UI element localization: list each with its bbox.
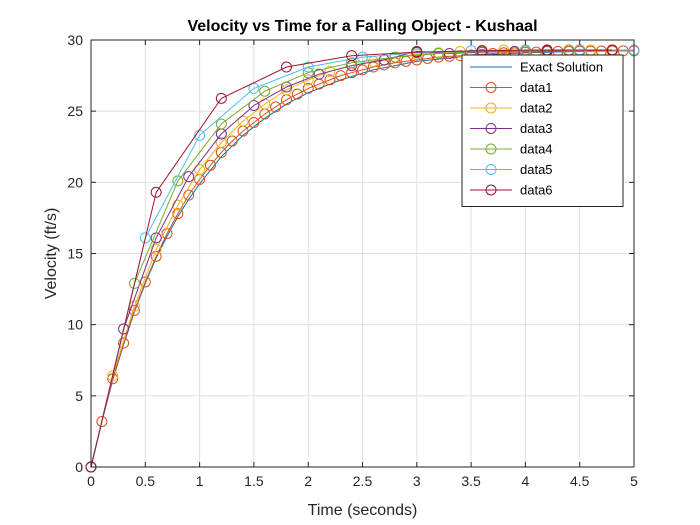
legend-label: data3	[520, 121, 553, 136]
data-point	[357, 64, 368, 76]
legend-marker	[485, 123, 497, 134]
legend-label: Exact Solution	[520, 60, 603, 75]
chart-title: Velocity vs Time for a Falling Object - …	[187, 18, 537, 35]
legend: Exact Solution data1 data2 data3 data4 data5 d…	[461, 54, 624, 207]
data-point	[128, 277, 140, 289]
x-tick-label: 2.5	[353, 473, 373, 489]
y-tick-label: 30	[67, 32, 83, 48]
data-point	[139, 232, 151, 244]
data-point	[324, 74, 336, 86]
data-point	[270, 101, 282, 113]
x-tick-label: 3.5	[461, 473, 481, 489]
data-point	[96, 415, 108, 427]
data-point	[357, 51, 368, 63]
data-point	[118, 323, 130, 335]
data-point	[150, 243, 162, 255]
data-point	[259, 85, 271, 97]
legend-marker	[485, 102, 497, 114]
data-point	[291, 88, 303, 100]
data-point	[172, 199, 184, 211]
x-tick-label: 1.5	[244, 473, 264, 489]
data-point	[346, 57, 358, 69]
series-line	[90, 49, 613, 468]
data-point	[302, 61, 314, 73]
data-point	[389, 57, 401, 69]
data-point	[118, 337, 130, 349]
data-point	[150, 186, 162, 198]
data-point	[172, 208, 184, 220]
legend-marker	[485, 184, 497, 196]
data-point	[204, 159, 216, 171]
y-tick-label: 15	[67, 246, 83, 262]
data-point	[161, 228, 173, 240]
x-tick-label: 5	[630, 473, 638, 489]
y-tick-label: 10	[67, 317, 83, 333]
x-tick-label: 4	[522, 473, 530, 489]
data-point	[302, 67, 314, 79]
x-tick-label: 1	[196, 473, 204, 489]
legend-label: data4	[520, 142, 553, 157]
legend-box	[461, 54, 624, 207]
legend-marker	[485, 164, 497, 175]
legend-label: data6	[520, 183, 553, 198]
data-point	[411, 46, 423, 58]
data-point	[346, 50, 358, 62]
y-tick-label: 20	[67, 174, 83, 190]
legend-marker	[485, 143, 497, 155]
x-axis-label: Time (seconds)	[308, 502, 418, 519]
data-point	[302, 82, 314, 94]
data-point	[248, 117, 260, 129]
data-point	[433, 48, 445, 60]
x-tick-label: 0	[87, 473, 95, 489]
series-line	[90, 50, 634, 468]
data-point	[150, 250, 162, 262]
legend-label: data2	[520, 101, 553, 116]
y-tick-label: 0	[75, 459, 83, 475]
data-point	[389, 51, 401, 63]
data-point	[302, 74, 314, 86]
data-point	[215, 118, 227, 130]
data-point	[183, 171, 195, 183]
data-point	[335, 70, 347, 82]
data-point	[280, 61, 292, 73]
x-tick-label: 2	[304, 473, 312, 489]
data-point	[226, 135, 238, 147]
x-tick-label: 0.5	[136, 473, 156, 489]
legend-marker	[485, 82, 497, 93]
data-point	[107, 370, 119, 382]
y-tick-label: 5	[75, 388, 83, 404]
legend-label: data5	[520, 162, 553, 177]
y-axis-label: Velocity (ft/s)	[43, 208, 60, 300]
data-point	[324, 65, 336, 77]
data-point	[215, 92, 227, 104]
data-point	[313, 68, 325, 80]
ticks: 0 0.5 1 1.5 2 2.5 3 3.5 4 4.5 5 0 5 10 15 20 25 30	[67, 32, 638, 489]
legend-label: data1	[520, 80, 553, 95]
data-point	[248, 99, 260, 111]
x-tick-label: 3	[413, 473, 421, 489]
data-point	[215, 136, 227, 148]
data-point	[237, 115, 249, 127]
data-point	[248, 82, 260, 94]
y-tick-label: 25	[67, 103, 83, 119]
x-tick-label: 4.5	[570, 473, 590, 489]
